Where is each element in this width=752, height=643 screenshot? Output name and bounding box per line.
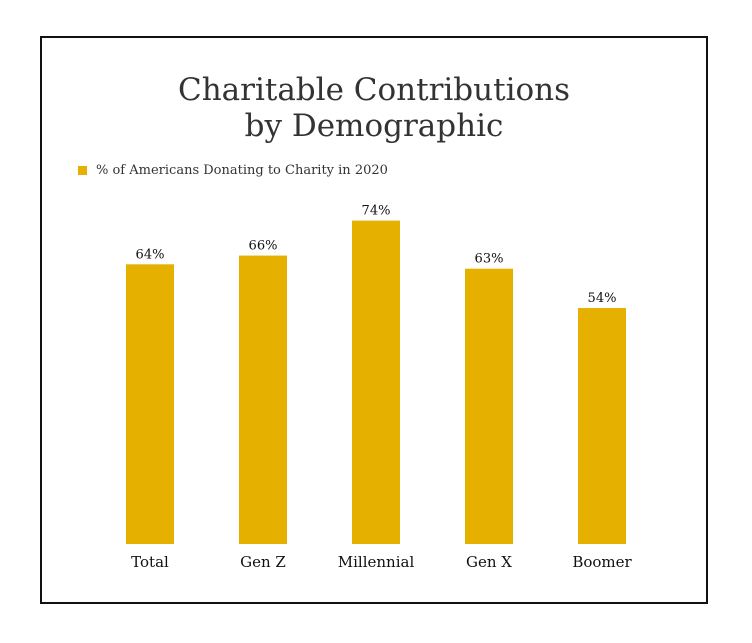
- bar-boomer: [578, 308, 626, 544]
- x-tick-label: Gen Z: [240, 553, 286, 571]
- bar-chart: 64% Total 66% Gen Z 74% Millennial 63% Gen X 54%…: [126, 204, 633, 571]
- data-label: 74%: [362, 204, 391, 219]
- chart-title-line-1: Charitable Contributions: [177, 72, 571, 108]
- bar-gen-z: [239, 255, 287, 544]
- data-label: 63%: [475, 252, 504, 267]
- legend-label: % of Americans Donating to Charity in 20…: [96, 163, 388, 178]
- data-label: 66%: [249, 239, 278, 254]
- chart-frame: Charitable Contributions by Demographic …: [40, 36, 708, 604]
- chart-legend: % of Americans Donating to Charity in 20…: [78, 163, 388, 178]
- chart-title-line-2: by Demographic: [244, 108, 504, 144]
- bar-millennial: [352, 220, 400, 544]
- data-label: 64%: [136, 247, 165, 262]
- data-label: 54%: [588, 291, 617, 306]
- legend-swatch: [78, 166, 87, 175]
- bar-gen-x: [465, 268, 513, 544]
- x-tick-label: Millennial: [338, 553, 415, 571]
- x-tick-label: Boomer: [572, 553, 632, 571]
- chart-title: Charitable Contributions by Demographic: [42, 72, 706, 144]
- bar-total: [126, 264, 174, 544]
- x-tick-label: Gen X: [466, 553, 512, 571]
- x-tick-label: Total: [131, 553, 169, 571]
